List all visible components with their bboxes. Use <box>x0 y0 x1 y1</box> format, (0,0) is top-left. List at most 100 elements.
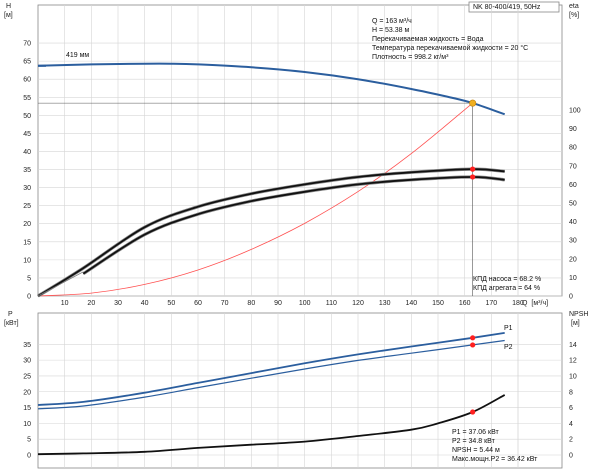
x-tick-label: 30 <box>114 300 122 307</box>
x-tick-label: 120 <box>352 300 364 307</box>
info-line-unit-efficiency: КПД агрегата = 64 % <box>473 285 540 292</box>
x-axis-label: Q [м³/ч] <box>522 300 548 307</box>
x-tick-label: 80 <box>247 300 255 307</box>
power-tick-label: 20 <box>23 389 31 396</box>
power-info-block: P1 = 37.06 кВт P2 = 34.8 кВт NPSH = 5.44… <box>452 429 538 463</box>
x-axis-unit: [м³/ч] <box>531 300 548 307</box>
upper-left-axis-label: H <box>6 3 11 10</box>
operating-point-marker <box>470 335 476 341</box>
eta-tick-label: 80 <box>569 145 577 152</box>
efficiency-curve-eta-pump <box>37 168 505 297</box>
x-tick-label: 40 <box>141 300 149 307</box>
power-tick-label: 30 <box>23 358 31 365</box>
x-tick-label: 70 <box>221 300 229 307</box>
x-tick-label: 10 <box>61 300 69 307</box>
head-tick-label: 25 <box>23 203 31 210</box>
info-line-flow: Q = 163 м³/ч <box>372 18 412 25</box>
model-label-box <box>468 1 560 13</box>
x-tick-label: 160 <box>459 300 471 307</box>
npsh-tick-label: 10 <box>569 373 577 380</box>
npsh-tick-label: 12 <box>569 358 577 365</box>
x-tick-label: 20 <box>87 300 95 307</box>
lower-right-axis-label: NPSH <box>569 311 588 318</box>
info-line-p2: P2 = 34.8 кВт <box>452 438 496 445</box>
power-tick-label: 15 <box>23 405 31 412</box>
efficiency-curve-eta-unit <box>82 176 505 275</box>
curve-p1 <box>37 332 505 406</box>
x-tick-label: 180 <box>512 300 524 307</box>
lower-left-axis-label: P <box>8 311 13 318</box>
head-tick-label: 70 <box>23 41 31 48</box>
duty-point-marker <box>470 166 476 172</box>
x-axis-name: Q <box>522 300 528 307</box>
x-tick-label: 110 <box>326 300 337 307</box>
efficiency-curve-start <box>37 271 84 297</box>
power-tick-label: 10 <box>23 421 31 428</box>
lower-series <box>37 332 506 456</box>
head-tick-label: 20 <box>23 221 31 228</box>
power-tick-label: 35 <box>23 342 31 349</box>
duty-point-marker <box>469 99 477 107</box>
head-tick-label: 30 <box>23 185 31 192</box>
x-tick-label: 90 <box>274 300 282 307</box>
curve-p2 <box>37 339 505 410</box>
efficiency-info-block: КПД насоса = 68.2 % КПД агрегата = 64 % <box>473 276 541 292</box>
eta-tick-label: 50 <box>569 201 577 208</box>
upper-grid <box>38 5 562 297</box>
info-block: Q = 163 м³/ч H = 53.38 м Перекачиваемая … <box>372 18 528 61</box>
info-line-pump-efficiency: КПД насоса = 68.2 % <box>473 276 541 283</box>
x-tick-label: 170 <box>485 300 497 307</box>
info-line-p1: P1 = 37.06 кВт <box>452 429 500 436</box>
lower-markers <box>470 335 476 415</box>
head-tick-label: 60 <box>23 77 31 84</box>
eta-tick-label: 100 <box>569 108 581 115</box>
eta-tick-label: 90 <box>569 126 577 133</box>
lower-tick-labels: 0 5 10 15 20 25 30 35 0 2 4 6 8 10 12 14 <box>23 342 577 460</box>
head-tick-label: 5 <box>27 275 31 282</box>
upper-right-axis-label: eta <box>569 3 579 10</box>
info-line-density: Плотность = 998.2 кг/м³ <box>372 54 449 61</box>
upper-markers <box>469 99 477 180</box>
duty-point-marker <box>470 174 476 180</box>
info-line-head: H = 53.38 м <box>372 27 409 34</box>
head-tick-label: 15 <box>23 239 31 246</box>
head-tick-label: 0 <box>27 294 31 301</box>
series-label-p2: P2 <box>504 344 513 351</box>
head-curve <box>37 62 506 116</box>
x-tick-label: 130 <box>379 300 391 307</box>
eta-tick-label: 20 <box>569 256 577 263</box>
system-curve <box>37 102 473 297</box>
operating-point-marker <box>470 342 476 348</box>
head-curve-label: 419 мм <box>66 52 89 59</box>
x-tick-label: 100 <box>299 300 311 307</box>
x-tick-label: 140 <box>405 300 417 307</box>
head-tick-label: 55 <box>23 95 31 102</box>
x-tick-label: 60 <box>194 300 202 307</box>
eta-tick-label: 70 <box>569 163 577 170</box>
eta-tick-label: 30 <box>569 238 577 245</box>
head-tick-label: 50 <box>23 113 31 120</box>
info-line-temperature: Температура перекачиваемой жидкости = 20… <box>372 44 528 52</box>
head-tick-label: 65 <box>23 59 31 66</box>
x-tick-label: 150 <box>432 300 444 307</box>
series-label-p1: P1 <box>504 325 513 332</box>
power-tick-label: 25 <box>23 373 31 380</box>
npsh-tick-label: 4 <box>569 421 573 428</box>
eta-tick-label: 60 <box>569 182 577 189</box>
head-tick-label: 10 <box>23 257 31 264</box>
head-tick-label: 45 <box>23 131 31 138</box>
model-label: NK 80-400/419, 50Hz <box>473 4 541 11</box>
x-tick-label: 50 <box>167 300 175 307</box>
power-tick-label: 5 <box>27 437 31 444</box>
info-line-npsh: NPSH = 5.44 м <box>452 447 500 454</box>
npsh-tick-label: 14 <box>569 342 577 349</box>
upper-series <box>37 62 506 298</box>
lower-right-axis-unit: [м] <box>571 320 580 327</box>
npsh-tick-label: 0 <box>569 453 573 460</box>
info-line-liquid: Перекачиваемая жидкость = Вода <box>372 36 484 43</box>
lower-grid <box>38 313 562 468</box>
npsh-tick-label: 2 <box>569 437 573 444</box>
npsh-tick-label: 8 <box>569 389 573 396</box>
upper-right-axis-unit: [%] <box>569 12 579 19</box>
